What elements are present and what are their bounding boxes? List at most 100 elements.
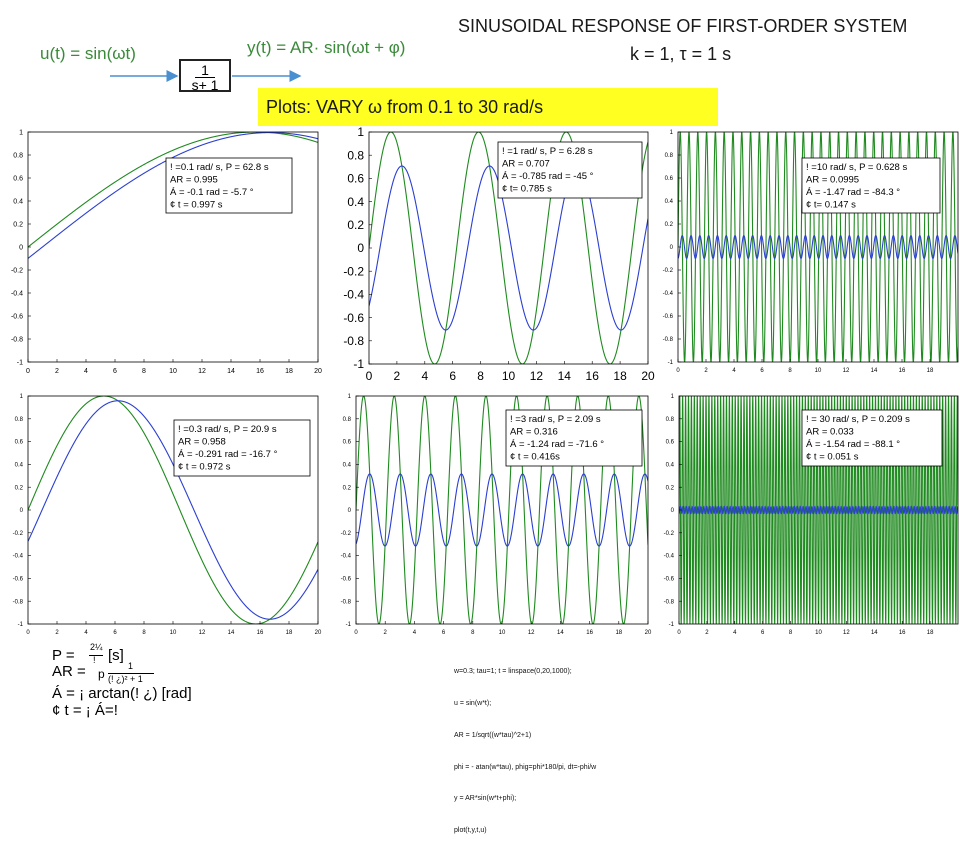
annotation-line: ! =3 rad/ s, P = 2.09 s (510, 414, 601, 425)
annotation-line: ¢ t = 0.416s (510, 452, 560, 463)
x-tick-label: 16 (256, 368, 264, 375)
x-tick-label: 6 (113, 368, 117, 375)
x-tick-label: 4 (421, 369, 428, 383)
annotation-box (801, 157, 941, 214)
y-tick-label: 0 (357, 241, 364, 255)
y-tick-label: 0.4 (343, 463, 352, 469)
x-tick-label: 4 (733, 630, 737, 636)
series-output (678, 234, 958, 260)
chart-svg: 0 2 4 6 8 10 12 14 16 18 20 1 0.8 0.6 0.4 0.2 0 -0.2 -0.4 -… (343, 125, 655, 383)
page-title: SINUSOIDAL RESPONSE OF FIRST-ORDER SYSTE… (458, 16, 908, 36)
annotation-line: AR = 0.707 (502, 159, 550, 170)
code-line: w=0.3; tau=1; t = linspace(0,20,1000); (454, 668, 572, 676)
y-tick-label: -0.4 (11, 290, 23, 297)
x-tick-label: 2 (705, 630, 709, 636)
y-tick-label: 0.6 (347, 172, 364, 186)
y-tick-label: 1 (671, 394, 675, 400)
tf-numerator: 1 (201, 62, 209, 78)
y-tick-label: 0.4 (13, 198, 23, 205)
x-tick-label: 0 (676, 368, 680, 374)
x-tick-label: 2 (394, 369, 401, 383)
x-tick-label: 20 (641, 369, 655, 383)
x-tick-label: 8 (788, 368, 792, 374)
x-tick-label: 6 (113, 630, 117, 636)
y-tick-label: -0.2 (664, 531, 675, 537)
y-tick-label: -0.4 (341, 554, 352, 560)
time-delay-formula: ¢ t = ¡ Á=! (52, 702, 118, 719)
x-tick-label: 12 (198, 368, 206, 375)
x-tick-label: 4 (413, 630, 417, 636)
y-tick-label: -0.6 (11, 313, 23, 320)
annotation-box (505, 409, 643, 467)
code-line: plot(t,y,t,u) (454, 827, 487, 835)
annotation-line: ¢ t = 0.997 s (170, 200, 223, 211)
series-output (28, 400, 318, 620)
x-tick-label: 10 (170, 630, 177, 636)
x-tick-label: 6 (760, 368, 764, 374)
x-tick-label: 18 (615, 630, 622, 636)
x-tick-label: 12 (843, 368, 850, 374)
y-tick-label: 1 (348, 394, 352, 400)
annotation-line: Á = -1.24 rad = -71.6 ° (510, 439, 604, 450)
plot-omega-30: 0 2 4 6 8 10 12 14 16 18 1 0.8 0.6 0.4 0.2 0 -0.2 -0.4 -0.… (652, 392, 960, 654)
annotation-line: ! =1 rad/ s, P = 6.28 s (502, 146, 593, 157)
annotation-line: Á = -0.291 rad = -16.7 ° (178, 449, 278, 460)
x-tick-label: 18 (286, 630, 293, 636)
y-tick-label: -1 (18, 622, 24, 628)
x-tick-label: 14 (228, 630, 235, 636)
y-tick-label: -0.6 (664, 577, 675, 583)
x-tick-label: 0 (677, 630, 681, 636)
chart-svg: 0 2 4 6 8 10 12 14 16 18 20 1 0.8 0.6 0.4 0.2 0 -0.2 -0.4 -… (13, 394, 322, 636)
y-tick-label: 0.8 (665, 153, 674, 159)
annotation-box (165, 157, 293, 214)
ar-denominator: (! ¿)² + 1 (108, 674, 143, 684)
y-tick-label: 0.2 (666, 485, 675, 491)
code-line: phi = - atan(w*tau), phig=phi*180/pi, dt… (454, 763, 597, 771)
code-line: y = AR*sin(w*t+phi); (454, 795, 517, 803)
x-tick-label: 14 (227, 368, 235, 375)
y-tick-label: 0 (670, 245, 674, 251)
x-tick-label: 2 (55, 368, 59, 375)
x-tick-label: 8 (477, 369, 484, 383)
x-tick-label: 2 (55, 630, 59, 636)
y-tick-label: 0.4 (347, 195, 364, 209)
y-tick-label: 0.2 (343, 485, 352, 491)
y-tick-label: -0.4 (13, 554, 24, 560)
y-tick-label: 0.8 (15, 417, 24, 423)
code-line: AR = 1/sqrt((w*tau)^2+1) (454, 731, 532, 739)
y-tick-label: -1 (346, 622, 352, 628)
y-tick-label: 1 (20, 394, 24, 400)
chart-svg: 0 2 4 6 8 10 12 14 16 18 1 0.8 0.6 0.4 0.2 0 -0.2 -0.4 -0.… (664, 394, 959, 636)
chart-svg: 0 2 4 6 8 10 12 14 16 18 20 1 0.8 0.6 0.4 0.2 0 -0.2 -0.4 -… (341, 394, 652, 636)
x-tick-label: 10 (499, 630, 506, 636)
y-tick-label: -0.8 (663, 337, 674, 343)
plot-omega-0.3: 0 2 4 6 8 10 12 14 16 18 20 1 0.8 0.6 0.4 0.2 0 -0.2 -0.4 -… (0, 392, 328, 654)
y-tick-label: 0.2 (15, 485, 24, 491)
chart-svg: 0 2 4 6 8 10 12 14 16 18 20 1 0.8 0.6 0.4 0.2 0 -0.2 -0.4 -… (11, 129, 322, 375)
x-tick-label: 0 (354, 630, 358, 636)
y-tick-label: 0 (19, 244, 23, 251)
period-numerator: 2¼ (90, 642, 103, 652)
x-tick-label: 16 (257, 630, 264, 636)
input-signal-label: u(t) = sin(ωt) (40, 44, 136, 63)
y-tick-label: -1 (17, 359, 23, 366)
ar-fraction-bar (108, 673, 154, 674)
annotation-line: Á = -1.54 rad = -88.1 ° (806, 439, 900, 450)
y-tick-label: -0.6 (341, 577, 352, 583)
x-tick-label: 10 (815, 630, 822, 636)
period-fraction-bar (89, 655, 103, 656)
x-tick-label: 14 (871, 630, 878, 636)
plot-omega-1: 0 2 4 6 8 10 12 14 16 18 20 1 0.8 0.6 0.4 0.2 0 -0.2 -0.4 -… (328, 125, 655, 390)
x-tick-label: 8 (789, 630, 793, 636)
x-tick-label: 2 (704, 368, 708, 374)
y-tick-label: -1 (353, 357, 364, 371)
x-tick-label: 16 (899, 368, 906, 374)
series-input (369, 132, 648, 364)
y-tick-label: -0.4 (664, 554, 675, 560)
y-tick-label: 0 (348, 508, 352, 514)
plots-banner: Plots: VARY ω from 0.1 to 30 rad/s (258, 88, 718, 126)
y-tick-label: 0.8 (13, 152, 23, 159)
y-tick-label: -1 (669, 622, 675, 628)
annotation-line: ¢ t = 0.051 s (806, 452, 859, 463)
y-tick-label: 0.6 (15, 440, 24, 446)
